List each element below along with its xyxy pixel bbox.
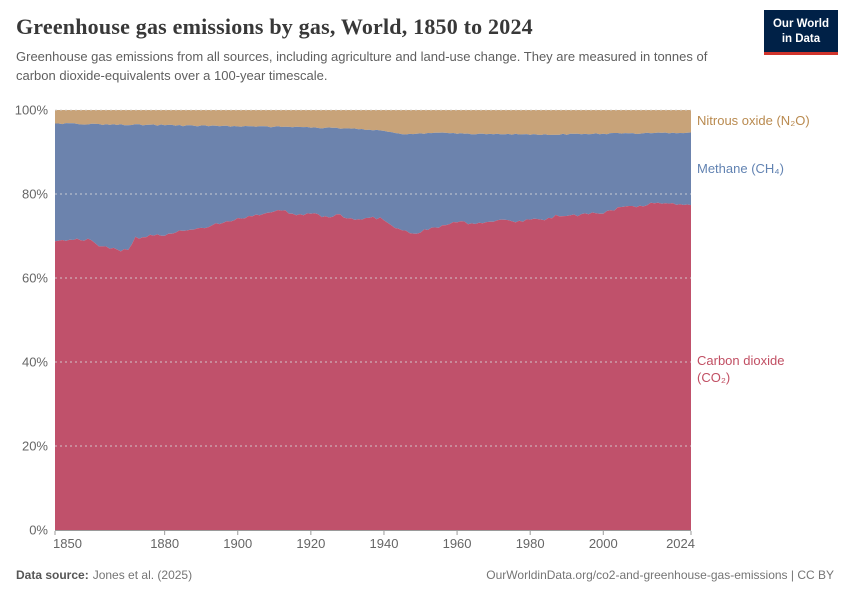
chart-subtitle: Greenhouse gas emissions from all source… [16, 49, 708, 83]
y-tick-label-100: 100% [15, 103, 49, 118]
x-tick-label-1880: 1880 [150, 536, 179, 551]
y-tick-label-20: 20% [22, 439, 48, 454]
area-nitrous-oxide[interactable] [55, 110, 691, 135]
x-tick-label-2000: 2000 [589, 536, 618, 551]
chart-footer: Data source: Jones et al. (2025) OurWorld… [16, 568, 834, 582]
y-tick-label-0: 0% [29, 523, 48, 538]
data-source-value: Jones et al. (2025) [92, 568, 193, 582]
x-tick-label-1980: 1980 [516, 536, 545, 551]
y-tick-label-60: 60% [22, 271, 48, 286]
y-tick-label-40: 40% [22, 355, 48, 370]
area-carbon-dioxide[interactable] [55, 202, 691, 531]
stacked-area-chart[interactable]: 0% 20% 40% 60% 80% 100% 1850 1880 1900 1920 1940 19… [0, 100, 850, 560]
x-tick-label-2024: 2024 [666, 536, 695, 551]
series-label-carbon-dioxide-line1: Carbon dioxide [697, 353, 785, 368]
page-title: Greenhouse gas emissions by gas, World, … [16, 14, 533, 39]
y-tick-label-80: 80% [22, 187, 48, 202]
x-tick-label-1940: 1940 [370, 536, 399, 551]
series-label-carbon-dioxide-line2: (CO₂) [697, 369, 731, 385]
owid-logo-line1: Our World [772, 18, 829, 30]
area-methane[interactable] [55, 123, 691, 252]
series-label-methane[interactable]: Methane (CH₄) [697, 161, 784, 176]
x-tick-label-1960: 1960 [443, 536, 472, 551]
series-label-carbon-dioxide[interactable]: Carbon dioxide (CO₂) [697, 353, 784, 387]
owid-logo[interactable]: Our World in Data [763, 10, 838, 55]
chart-header: Greenhouse gas emissions by gas, World, … [16, 14, 761, 86]
x-tick-label-1920: 1920 [296, 536, 325, 551]
x-tick-label-1900: 1900 [223, 536, 252, 551]
credit-link[interactable]: OurWorldinData.org/co2-and-greenhouse-ga… [486, 568, 834, 582]
data-source-label: Data source: [16, 568, 89, 582]
chart-area: 0% 20% 40% 60% 80% 100% 1850 1880 1900 1920 1940 19… [0, 100, 850, 560]
data-source: Data source: Jones et al. (2025) [16, 568, 192, 582]
owid-logo-line2: in Data [781, 32, 821, 45]
x-tick-label-1850: 1850 [53, 536, 82, 551]
series-label-nitrous-oxide[interactable]: Nitrous oxide (N₂O) [697, 113, 810, 128]
